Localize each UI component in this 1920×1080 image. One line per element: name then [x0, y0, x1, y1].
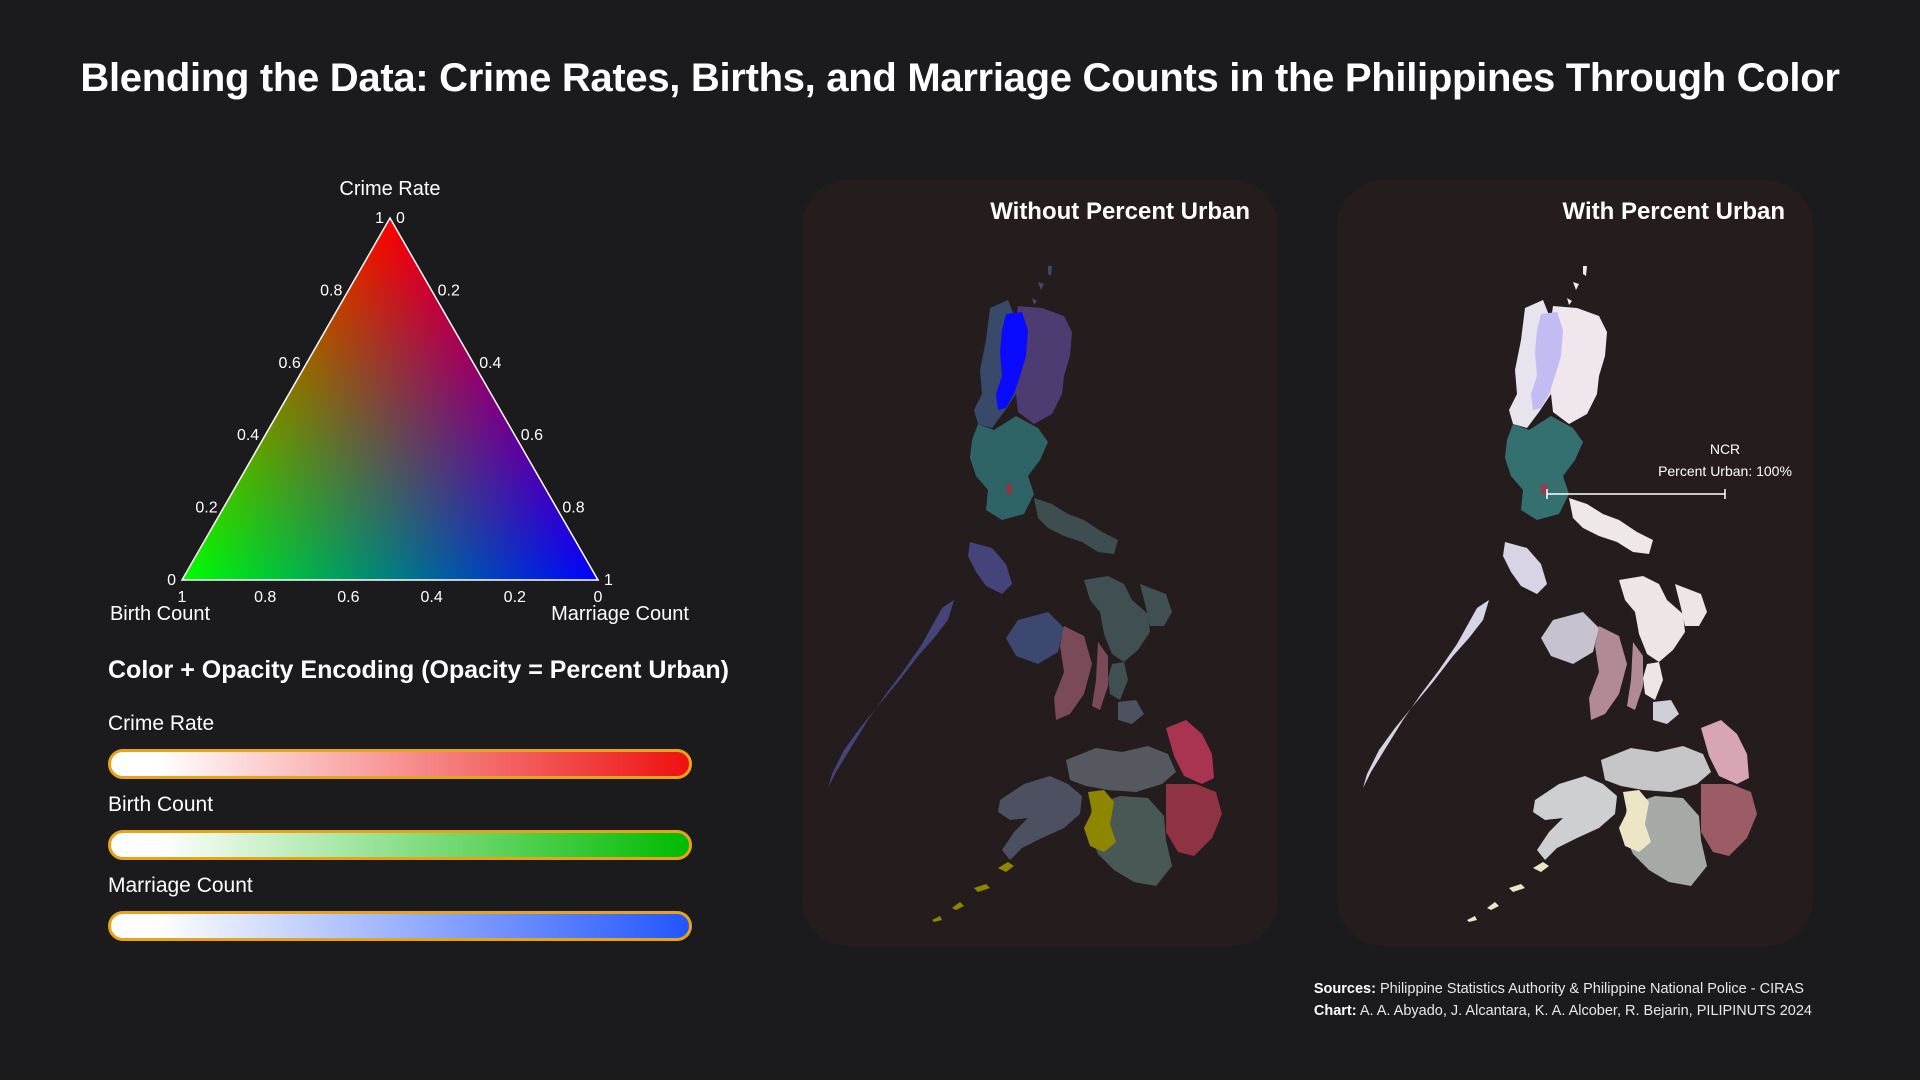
- region-bohol: [1118, 700, 1144, 724]
- map-panel-without-urban: Without Percent Urban: [802, 180, 1278, 946]
- tick-right-4: 0.8: [562, 500, 584, 517]
- crime-rate-gradient-bar: [108, 749, 692, 779]
- region-leyte: [1643, 662, 1663, 700]
- tick-left-0: 0: [167, 572, 176, 589]
- region-eastern-visayas: [1084, 576, 1150, 662]
- region-barmm: [1619, 790, 1651, 852]
- sources-text: Philippine Statistics Authority & Philip…: [1379, 981, 1804, 997]
- region-sulu: [1467, 862, 1549, 922]
- tick-bottom-5: 0: [594, 589, 603, 606]
- birth-count-gradient-bar: [108, 830, 692, 860]
- tick-left-3: 0.6: [279, 355, 301, 372]
- tick-bottom-1: 0.8: [254, 589, 276, 606]
- region-northern-mindanao: [1066, 746, 1176, 792]
- page-title: Blending the Data: Crime Rates, Births, …: [80, 56, 1840, 100]
- tick-right-1: 0.2: [438, 282, 460, 299]
- region-palawan: [828, 600, 954, 788]
- region-mindoro: [968, 542, 1012, 594]
- region-davao: [1166, 784, 1222, 856]
- ternary-ticks: 00.20.40.60.81 00.20.40.60.811 0.8 0.6 0.4 0.…: [167, 210, 613, 606]
- region-ncr: [1006, 484, 1012, 494]
- tick-right-2: 0.4: [479, 355, 501, 372]
- region-eastern-visayas: [1619, 576, 1685, 662]
- tick-left-1: 0.2: [195, 500, 217, 517]
- region-cebu: [1092, 642, 1108, 710]
- region-sulu: [932, 862, 1014, 922]
- tick-left-5: 1: [375, 210, 384, 227]
- tick-left-4: 0.8: [320, 282, 342, 299]
- ternary-triangle: [180, 216, 600, 581]
- encoding-title: Color + Opacity Encoding (Opacity = Perc…: [108, 656, 729, 684]
- sources-label: Sources:: [1313, 981, 1376, 997]
- scale-label-birth-count: Birth Count: [108, 793, 214, 816]
- tick-right-5: 1: [604, 572, 613, 589]
- region-cebu: [1627, 642, 1643, 710]
- region-batanes: [1567, 266, 1587, 305]
- region-cordillera: [1531, 312, 1563, 410]
- philippines-map-without-urban: [828, 266, 1222, 922]
- tick-bottom-0: 1: [178, 589, 187, 606]
- region-caraga: [1166, 720, 1214, 784]
- region-leyte: [1108, 662, 1128, 700]
- scale-label-crime-rate: Crime Rate: [108, 712, 215, 735]
- region-batanes: [1032, 266, 1052, 305]
- tick-bottom-2: 0.6: [337, 589, 359, 606]
- region-central-luzon: [970, 416, 1048, 520]
- region-samar: [1675, 584, 1707, 626]
- chart-credit-text: A. A. Abyado, J. Alcantara, K. A. Alcobe…: [1359, 1003, 1812, 1019]
- sources-credit: Sources: Philippine Statistics Authority…: [1314, 978, 1812, 1022]
- region-cordillera: [996, 312, 1028, 410]
- region-panay: [1006, 612, 1064, 664]
- marriage-count-gradient-bar: [108, 911, 692, 941]
- tick-right-0: 0: [396, 210, 405, 227]
- ncr-annotation-text: Percent Urban: 100%: [1658, 463, 1792, 479]
- region-negros: [1589, 626, 1627, 720]
- panel-title-with-urban: With Percent Urban: [1562, 198, 1785, 225]
- philippines-map-with-urban: [1363, 266, 1757, 922]
- tick-right-3: 0.6: [521, 427, 543, 444]
- region-zamboanga: [998, 776, 1082, 860]
- region-northern-mindanao: [1601, 746, 1711, 792]
- axis-label-crime-rate: Crime Rate: [339, 178, 440, 200]
- region-palawan: [1363, 600, 1489, 788]
- region-bicol: [1569, 498, 1653, 554]
- region-caraga: [1701, 720, 1749, 784]
- region-zamboanga: [1533, 776, 1617, 860]
- ncr-annotation-line: [1546, 489, 1726, 499]
- axis-label-birth-count: Birth Count: [110, 603, 210, 625]
- scale-label-marriage-count: Marriage Count: [108, 874, 253, 897]
- region-negros: [1054, 626, 1092, 720]
- tick-bottom-3: 0.4: [420, 589, 442, 606]
- region-bohol: [1653, 700, 1679, 724]
- chart-label: Chart:: [1313, 1003, 1357, 1019]
- map-panel-with-urban: With Percent Urban NCR Percent U: [1337, 180, 1813, 946]
- tick-left-2: 0.4: [237, 427, 259, 444]
- region-panay: [1541, 612, 1599, 664]
- region-samar: [1140, 584, 1172, 626]
- region-mindoro: [1503, 542, 1547, 594]
- tick-bottom-4: 0.2: [504, 589, 526, 606]
- ternary-legend: Crime Rate Birth Count Marriage Count 0 0…: [110, 178, 689, 625]
- region-ncr: [1541, 484, 1547, 494]
- region-barmm: [1084, 790, 1116, 852]
- axis-label-marriage-count: Marriage Count: [551, 603, 689, 625]
- panel-title-without-urban: Without Percent Urban: [990, 198, 1250, 225]
- region-davao: [1701, 784, 1757, 856]
- ncr-annotation: NCR Percent Urban: 100%: [1642, 438, 1808, 482]
- ncr-annotation-name: NCR: [1709, 441, 1741, 457]
- region-bicol: [1034, 498, 1118, 554]
